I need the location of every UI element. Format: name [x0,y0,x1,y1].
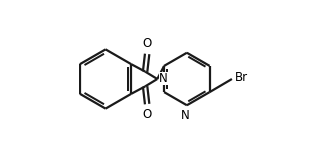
Text: Br: Br [235,71,248,84]
Text: O: O [143,108,152,121]
Text: N: N [181,109,190,122]
Text: O: O [143,37,152,50]
Text: N: N [159,73,168,85]
